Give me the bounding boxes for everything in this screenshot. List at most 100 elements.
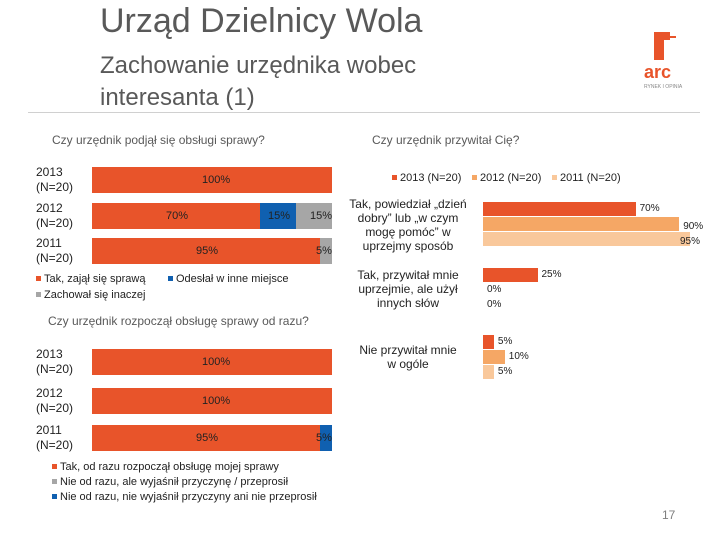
data-label: 5% [316,432,332,444]
bar-segment [92,349,332,375]
data-label: 0% [487,299,502,310]
legend-label: Tak, zajął się sprawą [44,273,146,285]
row-label-year: 2012 [36,386,63,400]
category-label-line: Tak, przywitał mnie [357,268,459,282]
bar-segment [296,203,332,229]
row-label-year: 2012 [36,201,63,215]
category-label-line: Tak, powiedział „dzień [349,197,467,211]
bar-segment [92,388,332,414]
chart3-legend-item-2011: 2011 (N=20) [552,172,621,184]
subtitle-line-1: Zachowanie urzędnika wobec [100,52,417,79]
bar-2013 [483,268,538,282]
chart-row-label: 2011 (N=20) [36,236,73,266]
bar-segment [92,167,332,193]
bar-2012 [483,350,505,364]
data-label: 15% [310,210,333,222]
legend-swatch-icon [392,174,397,180]
page-title: Urząd Dzielnicy Wola [100,2,423,40]
legend-swatch-icon [168,275,173,281]
data-label: 5% [497,336,513,347]
logo-tagline: RYNEK I OPINIA [644,84,683,90]
chart-row-label: 2012 (N=20) [36,201,73,231]
data-label: 100% [202,174,231,186]
data-label: 15% [268,210,291,222]
row-label-n: (N=20) [36,180,74,194]
category-label-line: uprzejmie, ale użył [358,282,458,296]
chart2-legend-item-2: Nie od razu, ale wyjaśnił przyczynę / pr… [52,476,288,488]
legend-label: Zachował się inaczej [44,289,146,301]
data-label: 90% [683,221,704,232]
legend-swatch-icon [472,174,477,180]
legend-swatch-icon [36,275,41,281]
data-label: 70% [639,203,660,214]
data-label: 100% [202,395,231,407]
chart1-legend-item-2: Odesłał w inne miejsce [168,273,289,285]
chart1-title: Czy urzędnik podjął się obsługi sprawy? [52,133,265,147]
legend-label: 2012 (N=20) [480,172,542,184]
category-label-line: dobry” lub „w czym [357,211,459,225]
chart-row-label: 2013 (N=20) [36,165,73,195]
legend-swatch-icon [52,493,57,499]
legend-label: Odesłał w inne miejsce [176,273,289,285]
bar-2013 [483,335,494,349]
bar-segment [320,238,332,264]
legend-label: Nie od razu, nie wyjaśnił przyczyny ani … [60,491,317,503]
category-label: Nie przywitał mnie w ogóle [336,343,480,371]
row-label-n: (N=20) [36,438,74,452]
chart3-legend-item-2013: 2013 (N=20) [392,172,461,184]
logo-mark-icon [654,32,670,60]
category-label: Tak, przywitał mnie uprzejmie, ale użył in… [336,268,480,310]
chart-row-label: 2011 (N=20) [36,423,73,453]
data-label: 25% [541,269,562,280]
arc-logo: arc RYNEK I OPINIA [644,32,683,90]
legend-swatch-icon [552,174,557,180]
legend-swatch-icon [36,291,41,297]
stacked-bar [92,238,332,264]
chart1-legend-item-1: Tak, zajął się sprawą [36,273,146,285]
row-label-year: 2013 [36,165,63,179]
row-label-year: 2011 [36,236,62,250]
row-label-n: (N=20) [36,362,74,376]
logo-text: arc [644,62,671,82]
row-label-n: (N=20) [36,251,74,265]
bar-segment [92,203,260,229]
bar-segment [92,238,320,264]
stacked-bar [92,167,332,193]
chart-row-label: 2013 (N=20) [36,347,73,377]
legend-label: Nie od razu, ale wyjaśnił przyczynę / pr… [60,476,289,488]
data-label: 95% [680,236,701,247]
row-label-year: 2011 [36,423,62,437]
data-label: 70% [166,210,189,222]
row-label-n: (N=20) [36,401,74,415]
stacked-bar [92,388,332,414]
legend-label: 2013 (N=20) [400,172,462,184]
chart1-legend-item-3: Zachował się inaczej [36,289,146,301]
page-number: 17 [662,508,676,522]
legend-label: Tak, od razu rozpoczął obsługę mojej spr… [60,461,279,473]
data-label: 100% [202,356,231,368]
stacked-bar [92,349,332,375]
bar-2011 [483,365,494,379]
category-label: Tak, powiedział „dzień dobry” lub „w czym… [336,197,480,253]
page-subtitle: Zachowanie urzędnika wobec interesanta (… [100,50,416,114]
bar-2012 [483,217,680,231]
chart3-legend-item-2012: 2012 (N=20) [472,172,541,184]
bar-2011 [483,232,691,246]
chart2-legend-item-1: Tak, od razu rozpoczął obsługę mojej spr… [52,461,279,473]
category-label-line: mogę pomóc” w [365,225,451,239]
stacked-bar [92,203,332,229]
category-label-line: innych słów [376,296,440,310]
data-label: 0% [487,284,502,295]
stacked-bar [92,425,332,451]
legend-swatch-icon [52,463,57,469]
data-label: 5% [497,366,513,377]
header-divider [28,112,700,113]
chart2-title: Czy urzędnik rozpoczął obsługę sprawy od… [48,314,309,328]
chart3-title: Czy urzędnik przywitał Cię? [372,133,520,147]
subtitle-line-2: interesanta (1) [100,84,255,111]
data-label: 95% [196,432,219,444]
category-label-line: Nie przywitał mnie [359,343,457,357]
chart2-legend-item-3: Nie od razu, nie wyjaśnił przyczyny ani … [52,491,317,503]
bar-segment [260,203,296,229]
category-label-line: uprzejmy sposób [362,239,454,253]
